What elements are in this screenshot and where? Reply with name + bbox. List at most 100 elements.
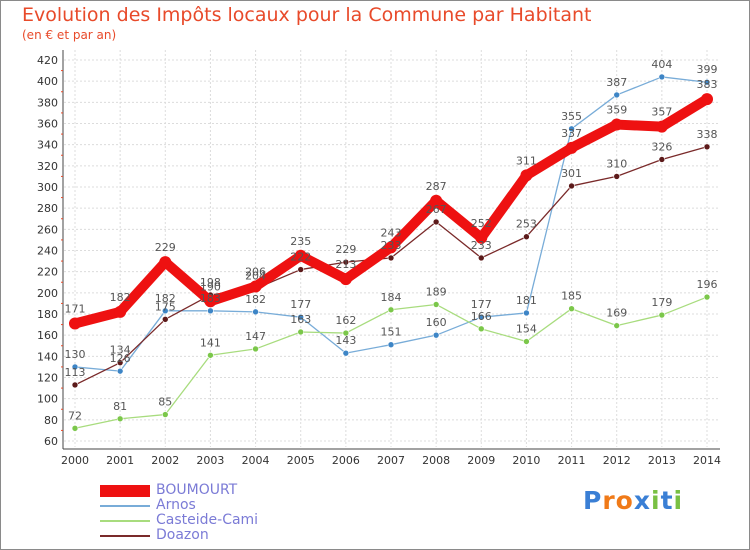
axes: 60 80 100 120 140 160 180 200 220 240 260 280 300 320…	[37, 50, 721, 467]
data-point-boumourt-2013	[655, 120, 668, 133]
data-point-casteide-cami-2003	[207, 351, 214, 359]
y-tick-label-280: 280	[37, 202, 58, 215]
y-tick-label-140: 140	[37, 350, 58, 363]
data-point-arnos-2011	[568, 125, 575, 133]
data-point-casteide-cami-2007	[387, 306, 395, 314]
data-point-casteide-cami-2013	[658, 311, 666, 319]
data-label-boumourt-2000: 171	[65, 303, 86, 316]
data-point-doazon-2007	[387, 254, 395, 262]
data-label-casteide-cami-2000: 72	[68, 409, 82, 422]
data-point-doazon-2005	[297, 266, 305, 273]
data-point-arnos-2008	[432, 331, 440, 339]
data-point-boumourt-2005	[294, 249, 307, 262]
logo-letter: P	[583, 486, 603, 515]
data-label-casteide-cami-2006: 162	[335, 314, 356, 327]
data-point-casteide-cami-2006	[342, 329, 350, 337]
data-label-arnos-2005: 177	[290, 298, 311, 311]
data-point-doazon-2011	[568, 182, 575, 190]
data-label-doazon-2004: 204	[245, 270, 266, 283]
data-point-doazon-2000	[71, 381, 79, 389]
data-point-casteide-cami-2014	[703, 293, 711, 301]
data-label-casteide-cami-2002: 85	[158, 396, 172, 409]
data-label-boumourt-2013: 357	[651, 106, 672, 119]
data-label-boumourt-2009: 252	[471, 217, 492, 230]
x-tick-label-2012: 2012	[603, 454, 631, 467]
data-label-casteide-cami-2005: 163	[290, 313, 311, 326]
logo-letter: t	[660, 486, 674, 515]
x-tick-label-2011: 2011	[558, 454, 586, 467]
data-label-arnos-2013: 404	[651, 58, 672, 71]
series-lines	[69, 73, 713, 432]
legend-label-doazon: Doazon	[156, 527, 209, 543]
data-label-casteide-cami-2009: 166	[471, 310, 492, 323]
y-tick-label-200: 200	[37, 287, 58, 300]
data-point-casteide-cami-2004	[252, 345, 259, 353]
legend-swatch-boumourt	[100, 485, 150, 497]
y-tick-label-320: 320	[37, 160, 58, 173]
data-point-casteide-cami-2008	[432, 301, 440, 308]
data-point-doazon-2008	[432, 218, 440, 226]
data-label-arnos-2007: 151	[381, 326, 402, 339]
x-tick-label-2004: 2004	[242, 454, 270, 467]
x-tick-label-2014: 2014	[693, 454, 721, 467]
data-point-casteide-cami-2009	[477, 325, 485, 333]
y-tick-label-180: 180	[37, 308, 58, 321]
data-point-doazon-2009	[477, 254, 485, 262]
data-point-doazon-2014	[703, 143, 711, 151]
data-point-casteide-cami-2011	[568, 305, 575, 313]
data-label-arnos-2000: 130	[65, 348, 86, 361]
x-tick-label-2010: 2010	[512, 454, 540, 467]
data-label-doazon-2007: 233	[381, 239, 402, 252]
logo-letter: r	[602, 486, 616, 515]
y-tick-label-220: 220	[37, 266, 58, 279]
y-tick-label-100: 100	[37, 393, 58, 406]
data-label-casteide-cami-2004: 147	[245, 330, 266, 343]
x-tick-label-2006: 2006	[332, 454, 360, 467]
proxiti-logo: Proxiti	[583, 486, 683, 515]
data-point-boumourt-2014	[701, 93, 713, 106]
data-label-casteide-cami-2014: 196	[697, 278, 718, 291]
data-point-boumourt-2009	[475, 231, 488, 244]
y-tick-label-300: 300	[37, 181, 58, 194]
data-label-boumourt-2007: 243	[381, 226, 402, 239]
y-tick-label-260: 260	[37, 223, 58, 236]
data-point-arnos-2012	[613, 91, 621, 99]
data-label-arnos-2001: 126	[110, 352, 131, 365]
data-point-casteide-cami-2012	[613, 322, 621, 329]
data-point-arnos-2002	[161, 307, 169, 315]
data-label-boumourt-2002: 229	[155, 241, 176, 254]
data-label-casteide-cami-2008: 189	[426, 285, 447, 298]
data-label-arnos-2002: 182	[155, 292, 176, 305]
data-label-boumourt-2001: 182	[110, 291, 131, 304]
data-point-boumourt-2001	[114, 305, 127, 318]
y-tick-label-120: 120	[37, 372, 58, 385]
data-point-casteide-cami-2000	[71, 424, 79, 432]
data-label-boumourt-2008: 287	[426, 180, 447, 193]
data-point-arnos-2004	[252, 308, 259, 316]
y-tick-label-160: 160	[37, 329, 58, 342]
data-point-arnos-2009	[477, 313, 485, 321]
data-point-arnos-2000	[71, 363, 79, 371]
data-label-casteide-cami-2013: 179	[651, 296, 672, 309]
logo-letter: x	[633, 486, 651, 515]
legend-label-boumourt: BOUMOURT	[156, 482, 238, 498]
data-point-casteide-cami-2010	[523, 338, 530, 345]
data-point-boumourt-2004	[249, 280, 262, 293]
data-label-arnos-2011: 355	[561, 110, 582, 123]
legend-label-arnos: Arnos	[156, 497, 196, 513]
data-label-boumourt-2014: 383	[697, 78, 718, 91]
data-point-arnos-2005	[297, 313, 305, 321]
y-tick-label-360: 360	[37, 118, 58, 131]
legend-swatch-arnos	[100, 505, 150, 507]
data-label-boumourt-2012: 359	[606, 104, 627, 117]
data-point-casteide-cami-2001	[116, 415, 124, 423]
legend-swatch-casteide-cami	[100, 520, 150, 522]
data-label-casteide-cami-2011: 185	[561, 290, 582, 303]
data-point-arnos-2006	[342, 349, 350, 357]
data-point-casteide-cami-2002	[161, 411, 169, 418]
data-label-doazon-2014: 338	[697, 128, 718, 141]
x-tick-label-2001: 2001	[106, 454, 134, 467]
x-tick-label-2000: 2000	[61, 454, 89, 467]
